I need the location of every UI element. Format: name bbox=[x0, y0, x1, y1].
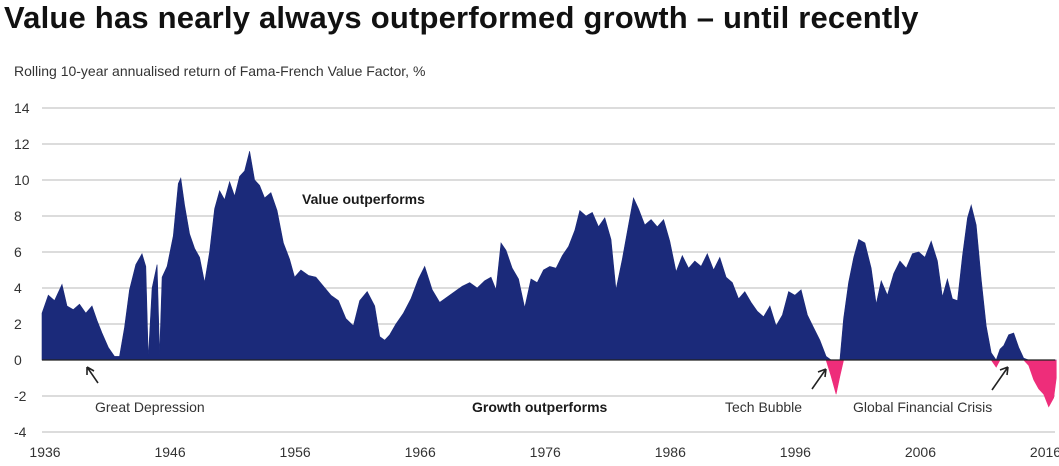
y-tick-label: 2 bbox=[14, 316, 22, 332]
x-tick-label: 1976 bbox=[530, 444, 561, 460]
annotation-label: Tech Bubble bbox=[725, 399, 802, 415]
x-tick-label: 2016 bbox=[1030, 444, 1059, 460]
annotation-tech-bubble: Tech Bubble bbox=[725, 368, 827, 415]
y-tick-label: 0 bbox=[14, 352, 22, 368]
area-series bbox=[41, 151, 1057, 408]
y-tick-label: 8 bbox=[14, 208, 22, 224]
y-axis-labels: 14 12 10 8 6 4 2 0 -2 -4 bbox=[14, 100, 30, 440]
x-tick-label: 1966 bbox=[405, 444, 436, 460]
x-tick-label: 2006 bbox=[905, 444, 936, 460]
annotation-great-depression: Great Depression bbox=[86, 366, 205, 415]
y-tick-label: 12 bbox=[14, 136, 30, 152]
arrow-icon bbox=[86, 366, 99, 384]
region-label-value-outperforms: Value outperforms bbox=[302, 191, 425, 207]
y-tick-label: 4 bbox=[14, 280, 22, 296]
page-title: Value has nearly always outperformed gro… bbox=[4, 0, 919, 35]
zero-axis bbox=[42, 359, 1055, 433]
chart-subtitle: Rolling 10-year annualised return of Fam… bbox=[14, 63, 426, 79]
y-tick-label: -4 bbox=[14, 424, 27, 440]
x-axis-labels: 1936 1946 1956 1966 1976 1986 1996 2006 2016 bbox=[29, 444, 1059, 460]
x-tick-label: 1946 bbox=[154, 444, 185, 460]
y-tick-label: 6 bbox=[14, 244, 22, 260]
arrow-icon bbox=[811, 368, 827, 390]
annotation-label: Global Financial Crisis bbox=[853, 399, 992, 415]
y-tick-label: -2 bbox=[14, 388, 27, 404]
region-label-growth-outperforms: Growth outperforms bbox=[472, 399, 608, 415]
annotation-label: Great Depression bbox=[95, 399, 205, 415]
arrow-icon bbox=[991, 366, 1009, 391]
annotation-gfc: Global Financial Crisis bbox=[853, 366, 1009, 415]
x-tick-label: 1936 bbox=[29, 444, 60, 460]
positive-area bbox=[41, 151, 1057, 361]
x-tick-label: 1996 bbox=[780, 444, 811, 460]
x-tick-label: 1956 bbox=[280, 444, 311, 460]
y-tick-label: 10 bbox=[14, 172, 30, 188]
x-tick-label: 1986 bbox=[655, 444, 686, 460]
y-tick-label: 14 bbox=[14, 100, 30, 116]
